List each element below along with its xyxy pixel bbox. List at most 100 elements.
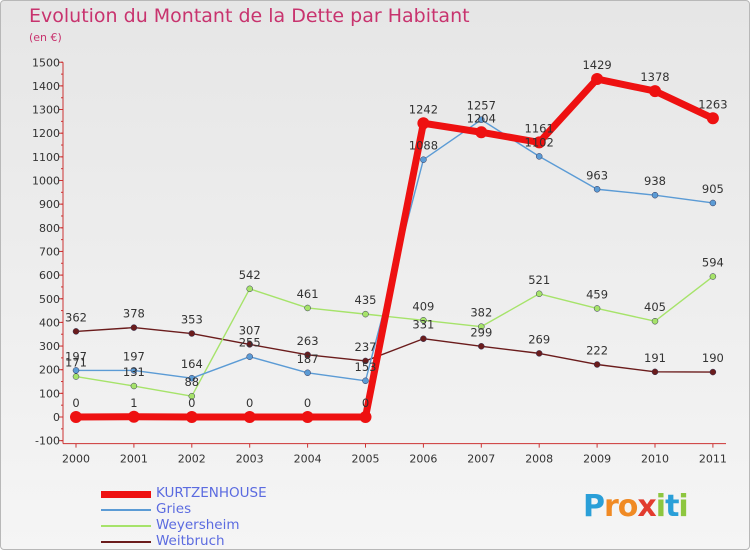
data-label: 0 [362, 396, 369, 410]
data-point [709, 199, 717, 207]
y-tick-label: 900 [39, 198, 60, 211]
legend-label: KURTZENHOUSE [156, 485, 267, 501]
legend-label: Weyersheim [156, 517, 240, 533]
data-label: 1378 [640, 70, 669, 84]
x-tick-label: 2007 [467, 453, 495, 466]
y-tick-label: 600 [39, 269, 60, 282]
data-label: 1161 [525, 121, 554, 135]
data-label: 409 [412, 299, 434, 313]
data-point [535, 153, 543, 160]
data-label: 1102 [525, 135, 554, 149]
data-label: 222 [586, 343, 608, 357]
data-point [651, 317, 659, 325]
data-label: 905 [702, 182, 724, 196]
data-label: 237 [355, 340, 377, 354]
logo-letter: i [678, 489, 688, 524]
data-label: 1204 [467, 111, 496, 125]
data-label: 1088 [409, 139, 438, 153]
data-point [304, 351, 311, 359]
data-point [304, 369, 311, 377]
data-point [362, 377, 369, 385]
y-tick-label: 800 [39, 222, 60, 235]
y-tick-label: 500 [39, 293, 60, 306]
data-point [478, 323, 485, 330]
data-label: 461 [297, 287, 319, 301]
legend-label: Gries [156, 501, 192, 517]
proxiti-logo: Proxiti [583, 489, 689, 524]
data-point [246, 285, 253, 293]
legend-swatch [101, 541, 151, 543]
x-tick-label: 2002 [178, 453, 206, 466]
data-label: 164 [181, 357, 203, 371]
data-point [70, 411, 82, 423]
data-label: 1 [130, 396, 137, 410]
data-point [591, 73, 604, 86]
data-label: 1429 [582, 58, 611, 72]
data-point [709, 368, 717, 376]
data-point [72, 367, 80, 374]
data-point [301, 411, 314, 423]
data-point [475, 126, 488, 139]
chart-legend: KURTZENHOUSE Gries Weyersheim Weitbruch [101, 485, 361, 549]
data-point [535, 290, 543, 298]
data-label: 187 [297, 352, 319, 366]
data-point [706, 112, 719, 125]
data-label: 171 [65, 356, 87, 370]
series-line-gries [75, 119, 714, 382]
y-tick-label: 700 [39, 245, 60, 258]
data-point [533, 136, 546, 149]
logo-letter: r [604, 489, 619, 524]
data-label: 382 [470, 306, 492, 320]
data-label: 197 [123, 349, 145, 363]
y-tick-label: 1500 [32, 56, 60, 69]
data-label: 299 [470, 325, 492, 339]
legend-swatch [101, 491, 151, 498]
data-point [651, 191, 659, 199]
data-point [243, 411, 256, 423]
logo-letter: x [637, 489, 656, 524]
x-tick-label: 2004 [294, 453, 322, 466]
x-tick-label: 2008 [525, 453, 553, 466]
data-label: 0 [246, 396, 253, 410]
data-point [535, 350, 543, 357]
y-tick-label: -100 [35, 435, 60, 448]
legend-item: Weyersheim [101, 517, 361, 535]
data-point [362, 357, 369, 365]
data-point [420, 317, 427, 324]
chart-title: Evolution du Montant de la Dette par Hab… [29, 5, 470, 27]
data-point [593, 361, 601, 368]
logo-letter: P [583, 489, 605, 524]
data-label: 0 [304, 396, 311, 410]
legend-swatch [101, 525, 151, 527]
data-label: 0 [188, 396, 195, 410]
x-tick-label: 2011 [699, 453, 727, 466]
legend-item: Gries [101, 501, 361, 519]
data-label: 594 [702, 256, 724, 270]
data-label: 331 [412, 318, 434, 332]
y-tick-label: 1400 [32, 80, 60, 93]
data-label: 255 [239, 336, 261, 350]
data-label: 938 [644, 174, 666, 188]
data-label: 435 [355, 293, 377, 307]
data-label: 1257 [467, 99, 496, 113]
logo-letter: i [655, 489, 666, 524]
x-tick-label: 2010 [641, 453, 669, 466]
data-label: 0 [72, 396, 79, 410]
data-point [188, 330, 196, 337]
data-label: 459 [586, 287, 608, 301]
data-label: 378 [123, 307, 145, 321]
data-point [246, 341, 253, 348]
y-tick-label: 300 [39, 340, 60, 353]
data-label: 153 [355, 360, 377, 374]
legend-item: Weitbruch [101, 533, 361, 549]
data-label: 521 [528, 273, 550, 287]
data-label: 263 [297, 334, 319, 348]
logo-letter: t [665, 489, 679, 524]
data-label: 197 [65, 349, 87, 363]
data-label: 190 [702, 351, 724, 365]
data-point [72, 373, 80, 380]
data-point [130, 324, 138, 331]
data-point [649, 85, 661, 98]
